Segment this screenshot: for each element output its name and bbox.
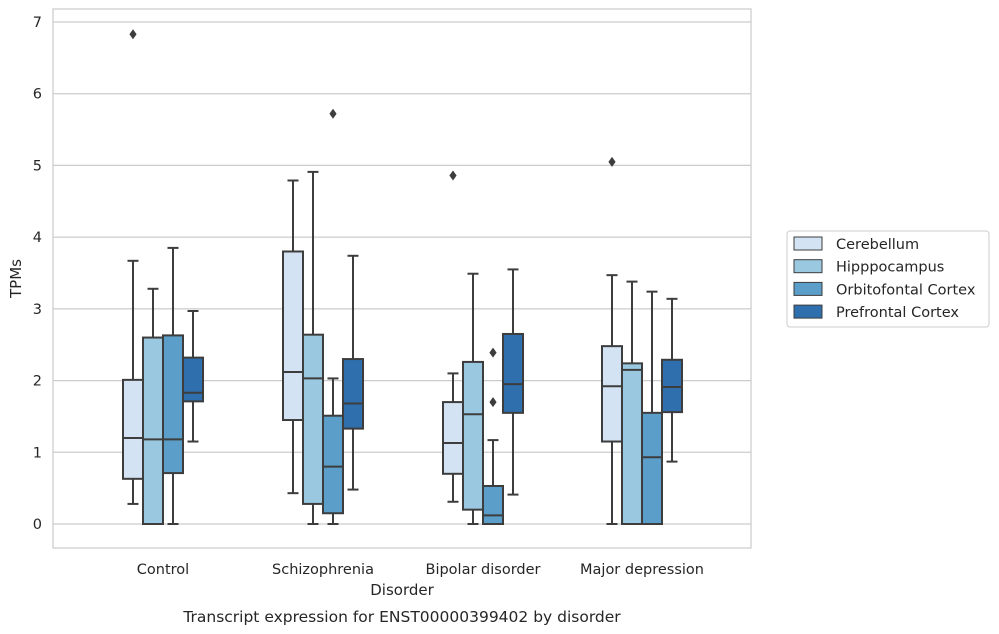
box: [162, 334, 184, 475]
legend-frame: [786, 230, 990, 328]
box: [621, 362, 643, 525]
outlier-point: [608, 156, 616, 167]
y-tick-label: 6: [33, 87, 42, 103]
plot-frame: [52, 8, 752, 549]
y-tick-labels: 0 1 2 3 4 5 6 7: [33, 15, 42, 533]
box: [322, 414, 344, 515]
y-tick-label: 2: [33, 374, 42, 390]
y-tick-label: 3: [33, 302, 42, 318]
box: [442, 401, 464, 475]
box-group: [442, 170, 524, 525]
box: [302, 333, 324, 505]
x-tick-label: Bipolar disorder: [426, 562, 541, 578]
y-tick-label: 4: [33, 230, 42, 246]
box: [502, 332, 524, 414]
outlier-point: [129, 29, 137, 40]
x-tick-label: Schizophrenia: [272, 562, 374, 578]
legend-label: Prefrontal Cortex: [836, 305, 959, 321]
legend-swatch: [793, 281, 823, 296]
box: [462, 360, 484, 511]
box: [342, 358, 364, 430]
outlier-point: [449, 170, 457, 181]
x-tick-labels: Control Schizophrenia Bipolar disorder Majo…: [137, 562, 704, 578]
box: [641, 411, 663, 526]
x-axis-label: Disorder: [370, 581, 434, 599]
box: [142, 336, 164, 525]
legend-label: Hipppocampus: [836, 260, 944, 276]
box-group: [601, 156, 683, 526]
box: [482, 484, 504, 525]
outlier-point: [489, 347, 497, 358]
y-tick-label: 0: [33, 517, 42, 533]
box: [601, 345, 623, 443]
box-group: [282, 108, 364, 525]
x-tick-label: Control: [137, 562, 189, 578]
x-tick-label: Major depression: [580, 562, 704, 578]
y-tick-label: 7: [33, 15, 42, 31]
box: [282, 250, 304, 422]
y-tick-label: 1: [33, 445, 42, 461]
box-group: [122, 29, 204, 525]
legend-label: Orbitofontal Cortex: [836, 282, 976, 298]
legend-swatch: [793, 304, 823, 319]
outlier-point: [489, 397, 497, 408]
box: [182, 356, 204, 403]
y-axis-label: TPMs: [7, 259, 25, 299]
box: [661, 358, 683, 414]
legend-swatch: [793, 259, 823, 274]
outlier-point: [329, 108, 337, 119]
legend-swatch: [793, 236, 823, 251]
y-tick-label: 5: [33, 158, 42, 174]
chart-caption: Transcript expression for ENST0000039940…: [182, 608, 621, 626]
legend-label: Cerebellum: [836, 237, 919, 253]
box: [122, 378, 144, 480]
legend: Cerebellum Hipppocampus Orbitofontal Corte…: [786, 230, 990, 328]
box-groups: [122, 29, 683, 526]
